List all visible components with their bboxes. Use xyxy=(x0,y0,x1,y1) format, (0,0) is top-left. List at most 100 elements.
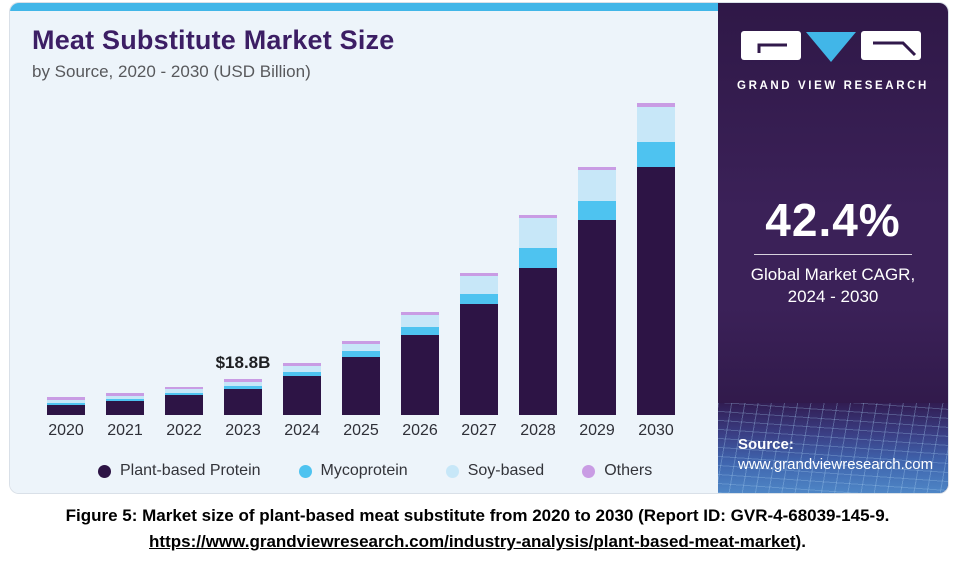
bar-segment-plant-based-protein-2020 xyxy=(47,404,85,415)
bar-2024: 2024 xyxy=(283,363,321,439)
bar-segment-soy-based-2030 xyxy=(637,107,675,143)
bar-segment-soy-based-2024 xyxy=(283,365,321,372)
brand-sidebar: GRAND VIEW RESEARCH 42.4% Global Market … xyxy=(718,3,948,493)
bar-segment-others-2020 xyxy=(47,397,85,400)
brand-logo-text: GRAND VIEW RESEARCH xyxy=(737,80,929,92)
x-axis-label-2027: 2027 xyxy=(461,422,497,439)
bar-segment-others-2021 xyxy=(106,393,144,396)
bar-2027: 2027 xyxy=(460,273,498,439)
bar-segment-mycoprotein-2027 xyxy=(460,294,498,305)
bar-segment-plant-based-protein-2026 xyxy=(401,335,439,415)
bar-segment-plant-based-protein-2029 xyxy=(578,219,616,415)
bar-segment-others-2029 xyxy=(578,167,616,170)
x-axis-label-2020: 2020 xyxy=(48,422,84,439)
bar-segment-others-2030 xyxy=(637,103,675,108)
cagr-label-line1: Global Market CAGR, xyxy=(750,265,916,284)
source-label: Source: xyxy=(738,435,794,453)
source-url: www.grandviewresearch.com xyxy=(738,455,934,473)
bar-2020: 2020 xyxy=(47,397,85,439)
bar-segment-soy-based-2026 xyxy=(401,315,439,327)
bar-segment-others-2023 xyxy=(224,379,262,382)
bar-2023: 2023 $18.8B xyxy=(216,353,271,439)
bar-segment-plant-based-protein-2021 xyxy=(106,400,144,415)
bar-2030: 2030 xyxy=(637,103,675,439)
bar-segment-plant-based-protein-2024 xyxy=(283,375,321,415)
cagr-divider xyxy=(754,254,912,255)
bar-segment-soy-based-2027 xyxy=(460,275,498,295)
bar-segment-plant-based-protein-2023 xyxy=(224,389,262,415)
source-block: Source: www.grandviewresearch.com xyxy=(738,435,933,476)
bar-2028: 2028 xyxy=(519,214,557,439)
chart-plot-area: 2020 2021 2022 2023 $18.8B 2024 2025 2026 2027 20… xyxy=(10,80,718,439)
bar-segment-soy-based-2023 xyxy=(224,381,262,386)
chart-panel: Meat Substitute Market Size by Source, 2… xyxy=(10,3,718,493)
bar-segment-others-2027 xyxy=(460,273,498,276)
legend-dot-icon xyxy=(98,464,111,478)
bar-segment-plant-based-protein-2030 xyxy=(637,167,675,415)
bar-segment-plant-based-protein-2025 xyxy=(342,357,380,415)
bar-segment-mycoprotein-2029 xyxy=(578,200,616,220)
x-axis-label-2028: 2028 xyxy=(520,422,556,439)
legend-item-others: Others xyxy=(582,462,652,480)
bar-segment-mycoprotein-2023 xyxy=(224,385,262,389)
bar-segment-mycoprotein-2030 xyxy=(637,142,675,168)
top-accent-strip xyxy=(10,3,718,11)
legend-item-plant-based-protein: Plant-based Protein xyxy=(98,462,261,480)
bar-value-annotation: $18.8B xyxy=(215,353,271,372)
legend-dot-icon xyxy=(298,464,312,478)
legend-item-soy-based: Soy-based xyxy=(445,462,545,480)
x-axis-label-2022: 2022 xyxy=(166,422,202,439)
bar-2021: 2021 xyxy=(106,393,144,439)
caption-after-link: ). xyxy=(795,532,806,552)
x-axis-label-2024: 2024 xyxy=(284,422,320,439)
bar-segment-others-2028 xyxy=(519,214,557,218)
bar-segment-soy-based-2020 xyxy=(47,399,85,403)
chart-legend: Plant-based Protein Mycoprotein Soy-based O… xyxy=(98,462,652,480)
legend-dot-icon xyxy=(582,464,596,478)
bar-2029: 2029 xyxy=(578,167,616,439)
bar-2026: 2026 xyxy=(401,312,439,439)
legend-item-mycoprotein: Mycoprotein xyxy=(298,462,408,480)
bar-segment-mycoprotein-2022 xyxy=(165,393,203,396)
legend-label: Others xyxy=(604,462,653,479)
x-axis-label-2030: 2030 xyxy=(638,422,674,439)
bar-segment-soy-based-2025 xyxy=(342,343,380,352)
caption-report-link[interactable]: https://www.grandviewresearch.com/indust… xyxy=(149,532,796,552)
cagr-value: 42.4% xyxy=(765,194,901,246)
bar-segment-others-2024 xyxy=(283,363,321,366)
x-axis-label-2029: 2029 xyxy=(579,422,615,439)
chart-header: Meat Substitute Market Size by Source, 2… xyxy=(32,25,394,82)
bar-segment-soy-based-2029 xyxy=(578,170,616,201)
cagr-block: 42.4% Global Market CAGR, 2024 - 2030 xyxy=(718,193,948,309)
cagr-label-line2: 2024 - 2030 xyxy=(787,287,879,307)
mesh-footer: Source: www.grandviewresearch.com xyxy=(718,403,948,493)
bar-segment-plant-based-protein-2027 xyxy=(460,304,498,415)
x-axis-label-2025: 2025 xyxy=(343,422,379,439)
bar-segment-others-2026 xyxy=(401,312,439,316)
legend-dot-icon xyxy=(445,464,459,478)
gvr-logo-icon xyxy=(741,31,921,62)
bar-2022: 2022 xyxy=(165,386,203,439)
brand-logo: GRAND VIEW RESEARCH xyxy=(718,30,948,92)
bar-segment-plant-based-protein-2022 xyxy=(165,395,203,415)
x-axis-label-2023: 2023 xyxy=(225,422,261,439)
bar-segment-soy-based-2028 xyxy=(519,217,557,248)
chart-title: Meat Substitute Market Size xyxy=(32,25,395,55)
figure-caption: Figure 5: Market size of plant-based mea… xyxy=(0,503,955,556)
x-axis-label-2026: 2026 xyxy=(402,422,438,439)
bar-segment-mycoprotein-2021 xyxy=(106,398,144,401)
report-figure: Meat Substitute Market Size by Source, 2… xyxy=(10,3,948,493)
bar-segment-others-2025 xyxy=(342,341,380,344)
legend-label: Plant-based Protein xyxy=(120,462,261,479)
x-axis-label-2021: 2021 xyxy=(107,422,143,439)
bar-segment-mycoprotein-2028 xyxy=(519,247,557,268)
legend-label: Soy-based xyxy=(467,462,545,479)
bar-segment-soy-based-2021 xyxy=(106,395,144,399)
bar-segment-others-2022 xyxy=(165,386,203,390)
caption-line1: Figure 5: Market size of plant-based mea… xyxy=(65,506,890,525)
bar-segment-mycoprotein-2024 xyxy=(283,371,321,376)
bar-segment-mycoprotein-2026 xyxy=(401,326,439,336)
bar-segment-mycoprotein-2020 xyxy=(47,402,85,405)
bar-segment-plant-based-protein-2028 xyxy=(519,267,557,415)
bar-2025: 2025 xyxy=(342,341,380,439)
